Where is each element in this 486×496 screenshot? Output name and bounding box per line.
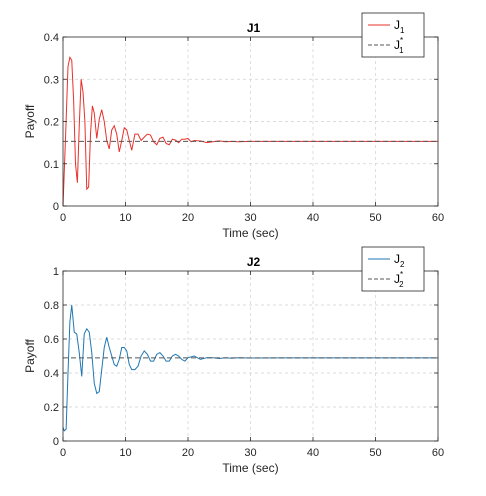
x-axis-label: Time (sec): [222, 461, 278, 475]
y-tick-label: 1: [53, 266, 59, 278]
x-tick-label: 50: [369, 447, 381, 459]
x-tick-label: 40: [307, 212, 319, 224]
chart-title: J1: [247, 21, 261, 35]
y-tick-label: 0.4: [44, 32, 59, 44]
x-tick-label: 10: [119, 212, 131, 224]
legend-entry: J2: [394, 252, 405, 269]
x-axis-label: Time (sec): [222, 226, 278, 240]
grid: [63, 37, 438, 206]
x-tick-label: 40: [307, 447, 319, 459]
y-tick-label: 0.6: [44, 334, 59, 346]
y-tick-label: 0.1: [44, 159, 59, 171]
y-tick-label: 0.4: [44, 368, 59, 380]
chart-title: J2: [247, 255, 261, 269]
legend-box: [361, 246, 425, 292]
y-tick-label: 0.2: [44, 117, 59, 129]
chart-j1: 0 10 20 30 40 50 60 0 0.1 0.2 0.3 0.4 J1 Time (sec) Pa…: [23, 12, 444, 240]
legend-entry: J* 1: [394, 36, 404, 55]
grid: [63, 271, 438, 441]
y-tick-label: 0: [53, 436, 59, 448]
chart-j2: 0 10 20 30 40 50 60 0 0.2 0.4 0.6 0.8 1 J2 Time (sec) P…: [23, 246, 444, 475]
x-tick-label: 30: [244, 212, 256, 224]
x-tick-label: 20: [182, 212, 194, 224]
y-tick-label: 0.8: [44, 300, 59, 312]
legend: J2J* 2: [361, 246, 425, 292]
x-tick-label: 50: [369, 212, 381, 224]
x-tick-label: 10: [119, 447, 131, 459]
y-tick-label: 0: [53, 201, 59, 213]
legend: J1J* 1: [361, 12, 425, 58]
legend-box: [361, 12, 425, 58]
y-tick-label: 0.2: [44, 402, 59, 414]
x-tick-label: 60: [432, 212, 444, 224]
x-tick-label: 30: [244, 447, 256, 459]
x-tick-label: 60: [432, 447, 444, 459]
legend-entry: J* 2: [394, 270, 404, 289]
y-axis-label: Payoff: [23, 104, 37, 138]
y-axis-label: Payoff: [23, 338, 37, 372]
x-tick-label: 0: [60, 447, 66, 459]
series-line-actual: [62, 55, 438, 207]
x-tick-label: 20: [182, 447, 194, 459]
x-tick-label: 0: [60, 212, 66, 224]
y-tick-label: 0.3: [44, 74, 59, 86]
legend-entry: J1: [394, 18, 405, 35]
